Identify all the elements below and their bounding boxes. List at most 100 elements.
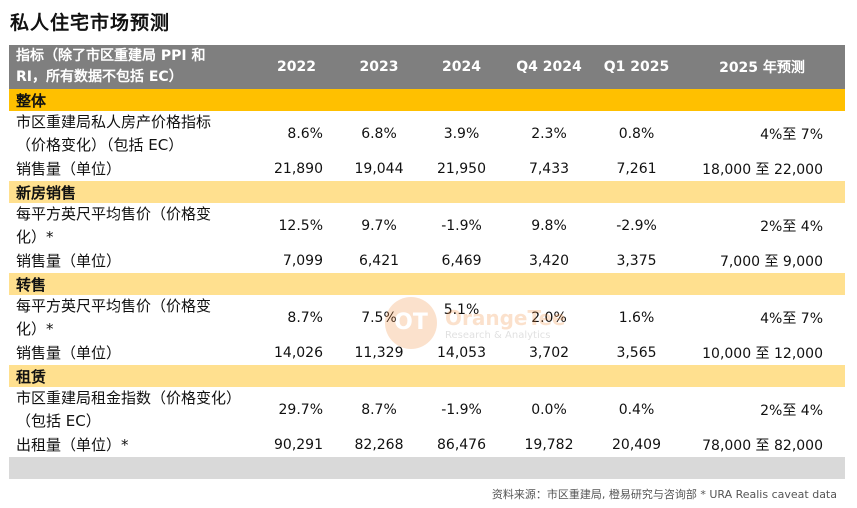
value-text: 8.6% (287, 126, 323, 142)
value-cell: 0.8% (594, 111, 679, 157)
table-row: 销售量（单位） 7,099 6,421 6,469 3,420 3,375 7,000 至 … (9, 249, 845, 273)
value-cell: 20,409 (594, 433, 679, 457)
value-cell: 3,375 (594, 249, 679, 273)
value-text: 3,565 (616, 345, 657, 361)
value-cell: 9.7% (339, 203, 419, 249)
value-text: 8.7% (361, 402, 397, 418)
value-cell: 7,261 (594, 157, 679, 181)
row-label-line: 出租量（单位）* (16, 435, 129, 454)
header-col: Q1 2025 (594, 45, 679, 89)
source-note: 资料来源：市区重建局, 橙易研究与咨询部 * URA Realis caveat… (491, 488, 837, 501)
value-cell: 1.6% (594, 295, 679, 341)
value-cell: 82,268 (339, 433, 419, 457)
value-text: 0.0% (531, 402, 567, 418)
value-text: 90,291 (274, 437, 323, 453)
forecast-cell: 78,000 至 82,000 (702, 438, 823, 454)
value-text: 7,433 (528, 161, 570, 177)
value-text: 21,950 (437, 161, 486, 177)
value-text: 20,409 (612, 437, 661, 453)
value-cell: 8.7% (339, 387, 419, 433)
value-cell: 6.8% (339, 111, 419, 157)
forecast-cell: 7,000 至 9,000 (719, 254, 823, 270)
header-metric-line1: 指标（除了市区重建局 PPI 和 (16, 48, 206, 64)
value-text: 3,375 (616, 253, 657, 269)
forecast-cell: 4%至 7% (760, 311, 823, 327)
row-label-line: 销售量（单位） (16, 159, 122, 178)
value-text: -1.9% (441, 402, 482, 418)
row-label-line: 市区重建局租金指数（价格变化） (16, 389, 242, 407)
forecast-cell: 4%至 7% (760, 127, 823, 143)
value-text: 19,782 (524, 437, 574, 453)
value-text: 14,026 (274, 345, 323, 361)
value-text: 6,469 (441, 253, 482, 269)
value-cell: -1.9% (419, 203, 504, 249)
value-text: 21,890 (274, 161, 323, 177)
table-header: 指标（除了市区重建局 PPI 和 RI，所有数据不包括 EC） 2022 202… (9, 45, 845, 89)
row-label-line: （包括 EC） (16, 412, 101, 430)
value-cell: -2.9% (594, 203, 679, 249)
value-cell: 3.9% (419, 111, 504, 157)
header-metric: 指标（除了市区重建局 PPI 和 RI，所有数据不包括 EC） (9, 45, 254, 89)
value-text: 0.8% (618, 126, 655, 142)
value-cell: 8.7% (254, 295, 339, 341)
forecast-table: 指标（除了市区重建局 PPI 和 RI，所有数据不包括 EC） 2022 202… (9, 45, 845, 479)
table-row: 市区重建局租金指数（价格变化） （包括 EC） 29.7% 8.7% -1.9% 0.0%… (9, 387, 845, 433)
value-cell: 14,026 (254, 341, 339, 365)
row-label-line: （价格变化）（包括 EC） (16, 136, 184, 154)
value-text: 9.7% (361, 218, 397, 234)
value-cell: 0.4% (594, 387, 679, 433)
table-row: 每平方英尺平均售价（价格变 化）* 12.5% 9.7% -1.9% 9.8% -2.9% 2… (9, 203, 845, 249)
footer-band (9, 457, 845, 479)
value-cell: 14,053 (419, 341, 504, 365)
value-text: 86,476 (437, 437, 486, 453)
forecast-cell: 2%至 4% (760, 219, 823, 235)
table-row: 出租量（单位）* 90,291 82,268 86,476 19,782 20,409 78… (9, 433, 845, 457)
header-col: 2023 (339, 45, 419, 89)
table-row: 销售量（单位） 14,026 11,329 14,053 3,702 3,565 10,00… (9, 341, 845, 365)
value-text: 3,420 (528, 253, 570, 269)
value-cell: 12.5% (254, 203, 339, 249)
table-row: 每平方英尺平均售价（价格变 化）* 8.7% 7.5% 5.1% 2.0% 1.6% 4%至 … (9, 295, 845, 341)
row-label: 销售量（单位） (9, 249, 254, 273)
value-cell: 86,476 (419, 433, 504, 457)
value-text: 14,053 (437, 345, 486, 361)
value-text: 2.3% (531, 126, 567, 142)
table-row: 市区重建局私人房产价格指标 （价格变化）（包括 EC） 8.6% 6.8% 3.9% 2.… (9, 111, 845, 157)
header-metric-line2: RI，所有数据不包括 EC） (16, 69, 183, 85)
value-text: 1.6% (618, 310, 655, 326)
section-title: 转售 (9, 273, 845, 295)
value-text: 29.7% (278, 402, 323, 418)
row-label-line: 销售量（单位） (16, 343, 122, 362)
value-text: 82,268 (354, 437, 404, 453)
value-cell: 90,291 (254, 433, 339, 457)
row-label-line: 化）* (16, 320, 54, 338)
value-text: 12.5% (278, 218, 323, 234)
value-text: 8.7% (287, 310, 323, 326)
value-cell: 6,421 (339, 249, 419, 273)
forecast-cell: 18,000 至 22,000 (702, 162, 823, 178)
value-cell: 5.1% (419, 295, 504, 341)
value-text: 11,329 (354, 345, 404, 361)
value-cell: 6,469 (419, 249, 504, 273)
row-label: 每平方英尺平均售价（价格变 化）* (9, 295, 254, 341)
value-text: 3,702 (528, 345, 570, 361)
forecast-cell: 2%至 4% (760, 403, 823, 419)
forecast-cell: 10,000 至 12,000 (702, 346, 823, 362)
row-label-line: 每平方英尺平均售价（价格变 (16, 205, 212, 223)
value-text: 7.5% (361, 310, 397, 326)
value-cell: 2.3% (504, 111, 594, 157)
value-cell: 2.0% (504, 295, 594, 341)
value-cell: 19,782 (504, 433, 594, 457)
value-cell: 3,702 (504, 341, 594, 365)
value-cell: 3,565 (594, 341, 679, 365)
value-text: -1.9% (441, 218, 482, 234)
value-text: 5.1% (443, 302, 480, 318)
row-label: 每平方英尺平均售价（价格变 化）* (9, 203, 254, 249)
value-cell: 0.0% (504, 387, 594, 433)
section-title: 租赁 (9, 365, 845, 387)
value-text: 19,044 (354, 161, 404, 177)
row-label: 出租量（单位）* (9, 433, 254, 457)
value-text: 2.0% (531, 310, 567, 326)
value-text: 3.9% (443, 126, 480, 142)
value-text: 9.8% (531, 218, 567, 234)
